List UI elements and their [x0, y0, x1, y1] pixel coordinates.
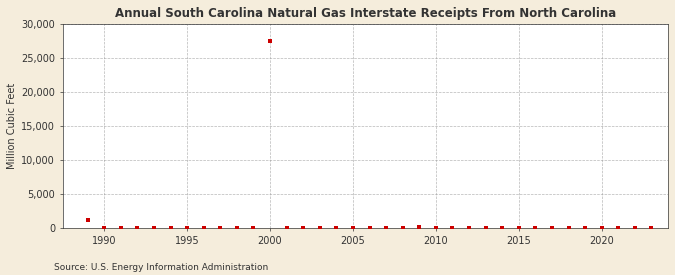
Text: Source: U.S. Energy Information Administration: Source: U.S. Energy Information Administ… [54, 263, 268, 272]
Y-axis label: Million Cubic Feet: Million Cubic Feet [7, 83, 17, 169]
Title: Annual South Carolina Natural Gas Interstate Receipts From North Carolina: Annual South Carolina Natural Gas Inters… [115, 7, 616, 20]
